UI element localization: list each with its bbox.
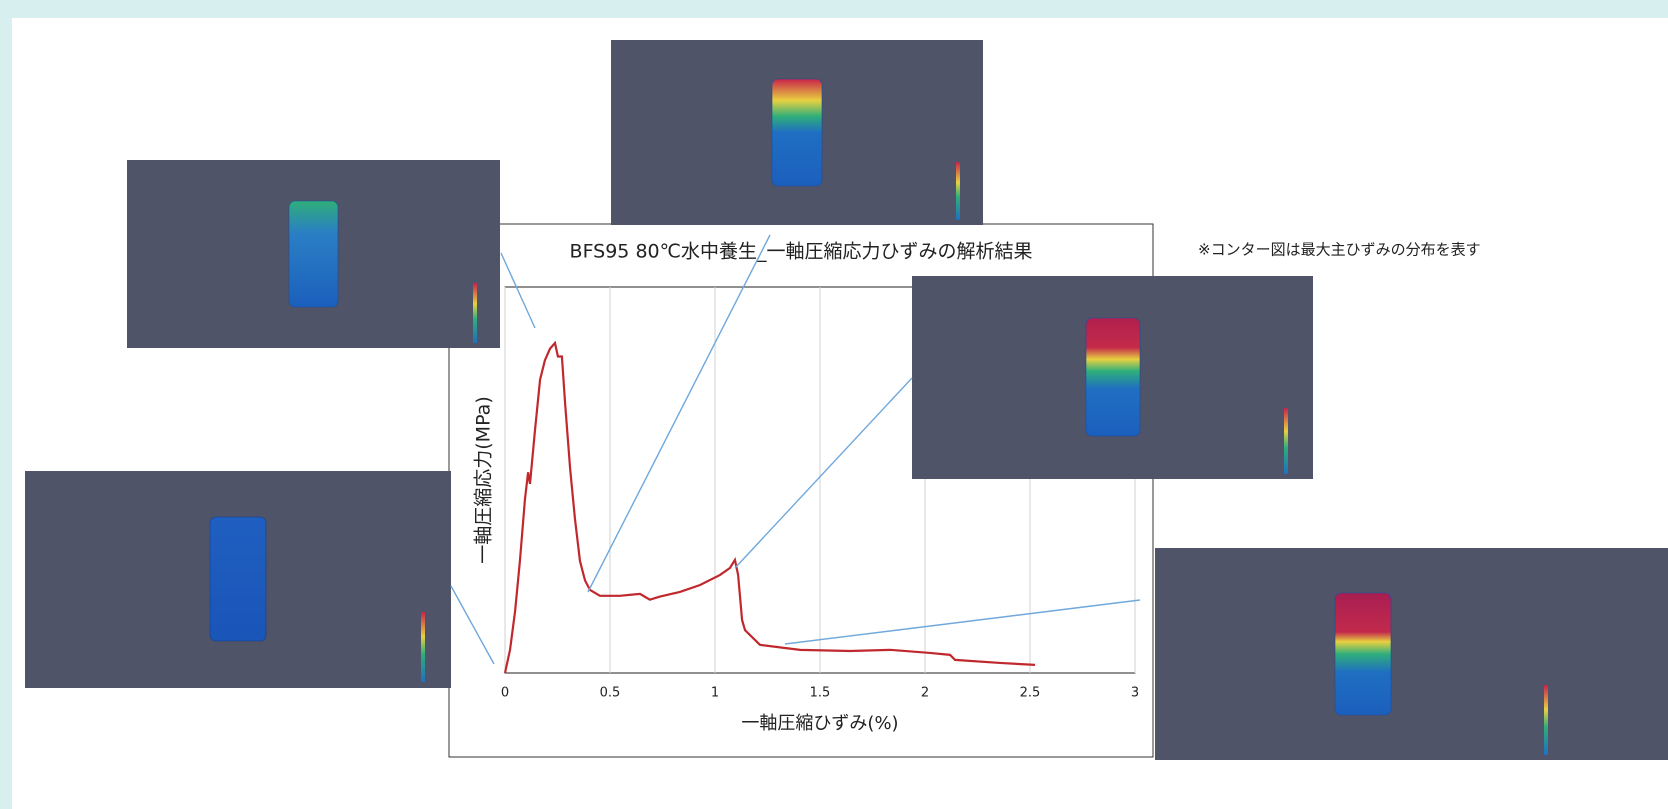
x-tick-label: 3 bbox=[1131, 686, 1139, 701]
x-tick-label: 1 bbox=[711, 686, 719, 701]
slide: ※コンター図は最大主ひずみの分布を表す BFS95 80℃水中養生_一軸圧縮応力… bbox=[0, 0, 1668, 809]
chart-title: BFS95 80℃水中養生_一軸圧縮応力ひずみの解析結果 bbox=[570, 241, 1033, 263]
x-tick-label: 0 bbox=[501, 686, 509, 701]
y-axis-label: 一軸圧縮応力(MPa) bbox=[473, 396, 495, 563]
x-tick-label: 2 bbox=[921, 686, 929, 701]
contour-image bbox=[127, 160, 500, 348]
x-tick-label: 0.5 bbox=[600, 686, 621, 701]
contour-image bbox=[611, 40, 983, 225]
note: ※コンター図は最大主ひずみの分布を表す bbox=[1198, 241, 1481, 259]
contour-image bbox=[912, 276, 1313, 479]
page: {"note": "※コンター図は最大主ひずみの分布を表す", "chart_d… bbox=[0, 0, 1668, 809]
x-axis-label: 一軸圧縮ひずみ(%) bbox=[741, 713, 898, 734]
contour-image bbox=[1155, 548, 1668, 760]
x-tick-label: 1.5 bbox=[810, 686, 831, 701]
contour-image bbox=[25, 471, 451, 688]
x-tick-label: 2.5 bbox=[1020, 686, 1041, 701]
